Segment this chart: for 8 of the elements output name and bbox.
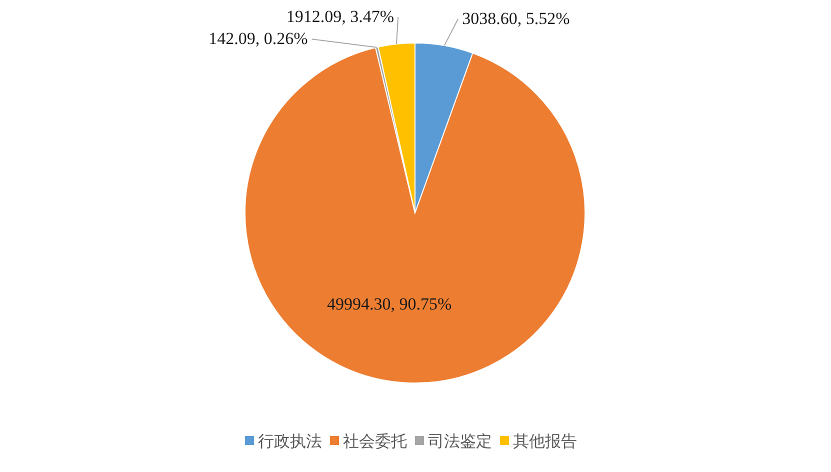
data-label: 1912.09, 3.47% (286, 7, 394, 26)
legend-label: 司法鉴定 (428, 432, 492, 450)
legend-label: 社会委托 (343, 432, 407, 450)
data-label: 142.09, 0.26% (208, 29, 308, 48)
data-label: 49994.30, 90.75% (326, 294, 452, 314)
legend-label: 其他报告 (513, 432, 577, 450)
legend-label: 行政执法 (258, 432, 322, 450)
data-label: 3038.60, 5.52% (462, 8, 570, 28)
